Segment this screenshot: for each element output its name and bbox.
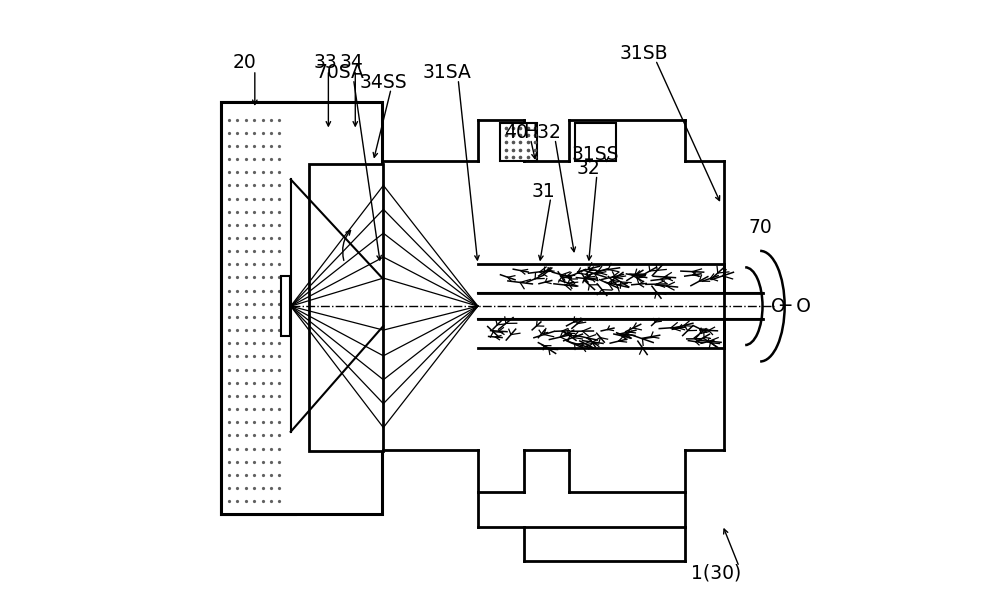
Text: 34SS: 34SS — [360, 73, 407, 92]
Text: 40: 40 — [504, 123, 527, 142]
Text: 70: 70 — [749, 218, 773, 237]
Bar — [500, 123, 537, 161]
Text: 20: 20 — [233, 53, 257, 72]
Text: 31SB: 31SB — [619, 44, 668, 63]
Bar — [224, 106, 290, 509]
Text: O: O — [771, 297, 786, 316]
Text: 34: 34 — [340, 53, 364, 72]
Bar — [281, 276, 290, 336]
Bar — [221, 102, 295, 514]
Text: 70SA: 70SA — [315, 63, 364, 83]
Text: 32: 32 — [577, 159, 600, 178]
Text: 33: 33 — [314, 53, 337, 72]
Text: 1(30): 1(30) — [691, 563, 742, 582]
Text: H32: H32 — [524, 123, 561, 142]
Text: 31: 31 — [531, 182, 555, 201]
Text: ─ O: ─ O — [779, 297, 811, 316]
Text: 31SS: 31SS — [572, 145, 619, 164]
Text: 31SA: 31SA — [423, 63, 472, 83]
Bar — [309, 164, 383, 451]
Bar — [575, 123, 616, 161]
Bar — [221, 102, 382, 514]
